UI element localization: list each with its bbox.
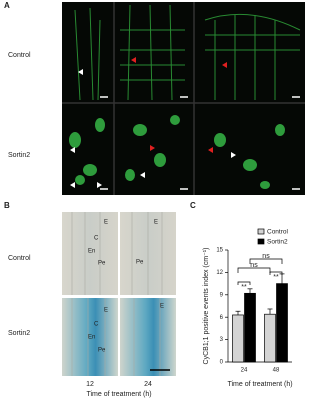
- image-annotation: Pe: [98, 348, 106, 354]
- y-tick-label: 9: [220, 292, 224, 298]
- image-annotation: C: [94, 236, 99, 242]
- y-tick-label: 12: [216, 270, 223, 276]
- bar: [276, 283, 288, 363]
- image-annotation: E: [104, 220, 108, 226]
- image-annotation: En: [88, 335, 95, 341]
- significance: ns: [262, 253, 270, 260]
- y-tick-label: 6: [220, 315, 224, 321]
- y-tick-label: 15: [216, 248, 223, 254]
- image-annotation: Pe: [98, 261, 106, 267]
- y-axis-label: CyCB1;1 positive events index (cm⁻¹): [203, 248, 210, 365]
- bar: [264, 313, 276, 363]
- x-tick-label: 24: [241, 368, 248, 374]
- panel-b-images: [62, 212, 176, 376]
- x-axis-label: Time of treatment (h): [227, 381, 292, 388]
- row-label: Sortin2: [8, 330, 30, 337]
- bar: [244, 292, 256, 363]
- significance: **: [241, 284, 247, 291]
- x-tick-label: 48: [273, 368, 280, 374]
- image-annotation: Pe: [136, 260, 144, 266]
- column-label: 24: [144, 381, 152, 388]
- panel-label: C: [190, 201, 196, 210]
- image-annotation: E: [160, 304, 164, 310]
- image-annotation: E: [154, 220, 158, 226]
- panel-a-images: [62, 2, 305, 195]
- bar: [232, 314, 244, 363]
- column-label: 12: [86, 381, 94, 388]
- significance: ns: [250, 262, 258, 269]
- panel-label: B: [4, 201, 10, 210]
- row-label: Sortin2: [8, 152, 30, 159]
- figure: A Control Sortin2 B Control Sortin2 12 2…: [4, 1, 305, 398]
- image-annotation: E: [104, 308, 108, 314]
- panel-label: A: [4, 1, 10, 10]
- axis-label: Time of treatment (h): [86, 391, 151, 398]
- y-tick-label: 3: [220, 337, 224, 343]
- y-tick-label: 0: [220, 360, 224, 366]
- image-annotation: C: [94, 322, 99, 328]
- row-label: Control: [8, 52, 31, 59]
- legend-label: Sortin2: [267, 239, 288, 246]
- legend-label: Control: [267, 229, 289, 236]
- significance: **: [273, 274, 279, 281]
- image-annotation: En: [88, 249, 95, 255]
- row-label: Control: [8, 255, 31, 262]
